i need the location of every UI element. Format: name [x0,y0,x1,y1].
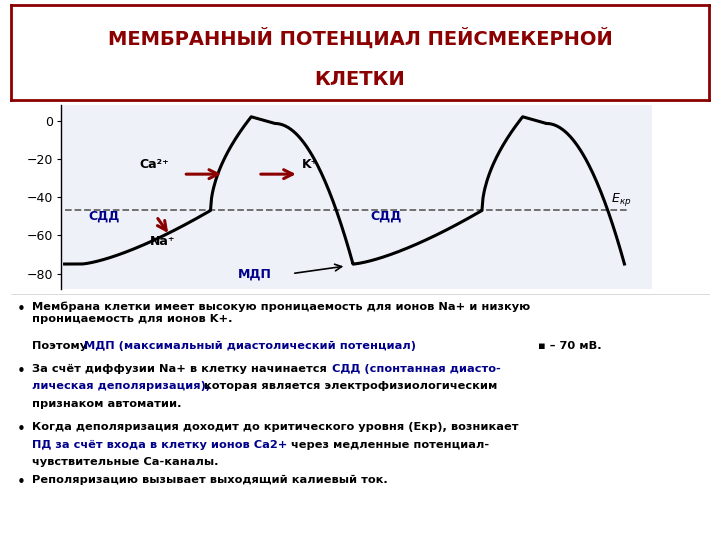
Text: •: • [17,302,25,316]
Text: Ca²⁺: Ca²⁺ [139,158,169,171]
Text: Е$_{кр}$: Е$_{кр}$ [611,191,631,207]
Text: КЛЕТКИ: КЛЕТКИ [315,70,405,89]
Text: Когда деполяризация доходит до критического уровня (Екр), возникает: Когда деполяризация доходит до критическ… [32,422,518,432]
Text: ▪ – 70 мВ.: ▪ – 70 мВ. [534,341,601,350]
Text: ПД за счёт входа в клетку ионов Ca2+: ПД за счёт входа в клетку ионов Ca2+ [32,440,287,450]
Text: признаком автоматии.: признаком автоматии. [32,399,181,409]
Text: •: • [17,363,25,379]
Text: СДД (спонтанная диасто-: СДД (спонтанная диасто- [332,363,500,374]
Text: •: • [17,422,25,437]
Text: чувствительные Ca-каналы.: чувствительные Ca-каналы. [32,457,218,467]
Text: За счёт диффузии Na+ в клетку начинается: За счёт диффузии Na+ в клетку начинается [32,363,330,374]
Text: Реполяризацию вызывает выходящий калиевый ток.: Реполяризацию вызывает выходящий калиевы… [32,475,387,485]
Text: Мембрана клетки имеет высокую проницаемость для ионов Na+ и низкую
проницаемость: Мембрана клетки имеет высокую проницаемо… [32,302,530,324]
Text: МЕМБРАННЫЙ ПОТЕНЦИАЛ ПЕЙСМЕКЕРНОЙ: МЕМБРАННЫЙ ПОТЕНЦИАЛ ПЕЙСМЕКЕРНОЙ [107,28,613,49]
Text: K⁺: K⁺ [302,158,318,171]
Text: МДП: МДП [238,267,271,280]
Text: СДД: СДД [89,210,120,223]
Text: Поэтому: Поэтому [32,341,91,350]
Text: •: • [17,475,25,490]
Text: через медленные потенциал-: через медленные потенциал- [287,440,489,450]
Text: Na⁺: Na⁺ [150,235,175,248]
Text: лическая деполяризация),: лическая деполяризация), [32,381,210,391]
Text: которая является электрофизиологическим: которая является электрофизиологическим [200,381,498,391]
Text: МДП (максимальный диастолический потенциал): МДП (максимальный диастолический потенци… [84,341,416,350]
Text: СДД: СДД [370,210,401,223]
